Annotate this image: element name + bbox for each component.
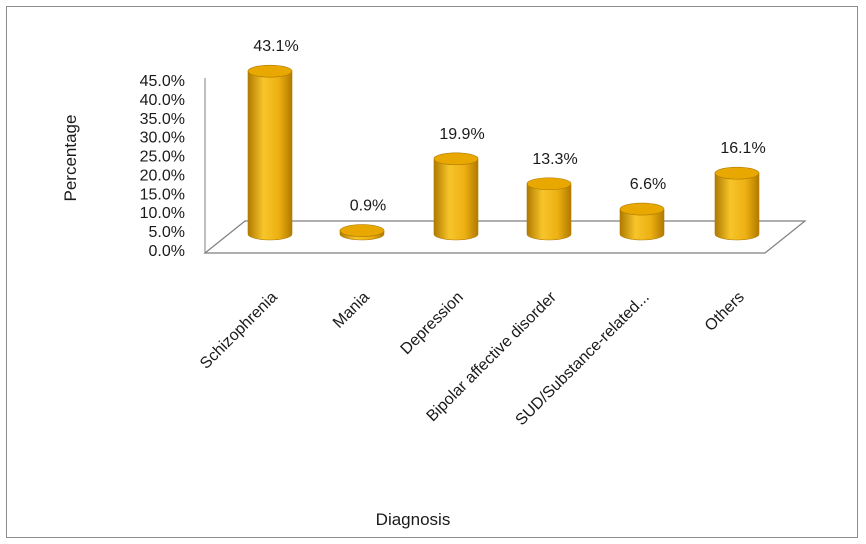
category-label: Mania (330, 289, 373, 332)
y-tick-label: 30.0% (140, 130, 185, 147)
y-tick-label: 10.0% (140, 205, 185, 222)
y-tick-label: 5.0% (149, 224, 185, 241)
chart-frame (6, 6, 858, 538)
data-label: 0.9% (350, 198, 386, 215)
bar (714, 166, 760, 241)
y-tick-label: 40.0% (140, 92, 185, 109)
y-tick-label: 15.0% (140, 186, 185, 203)
bar (526, 177, 572, 241)
bar (619, 202, 665, 241)
y-tick-label: 35.0% (140, 111, 185, 128)
y-tick-label: 25.0% (140, 149, 185, 166)
category-label: Depression (398, 289, 467, 358)
y-axis-title: Percentage (61, 115, 80, 202)
bar (339, 224, 385, 241)
y-tick-label: 20.0% (140, 167, 185, 184)
category-label: Others (702, 289, 748, 335)
bar (433, 152, 479, 241)
y-tick-labels: 0.0% 5.0% 10.0% 15.0% 20.0%25.0% 30.0% 35.0% 40… (140, 73, 185, 260)
x-axis-title: Diagnosis (376, 510, 451, 529)
y-tick-label: 45.0% (140, 73, 185, 90)
bar (247, 64, 293, 241)
data-label: 6.6% (630, 176, 666, 193)
data-label: 43.1% (253, 38, 298, 55)
y-tick-label: 0.0% (149, 243, 185, 260)
category-label: Schizophrenia (197, 289, 281, 373)
bars (247, 64, 760, 241)
data-label: 16.1% (720, 140, 765, 157)
data-label: 19.9% (439, 126, 484, 143)
data-label: 13.3% (532, 151, 577, 168)
data-labels: 43.1% 0.9% 19.9% 13.3% 6.6% 16.1% (253, 38, 765, 214)
